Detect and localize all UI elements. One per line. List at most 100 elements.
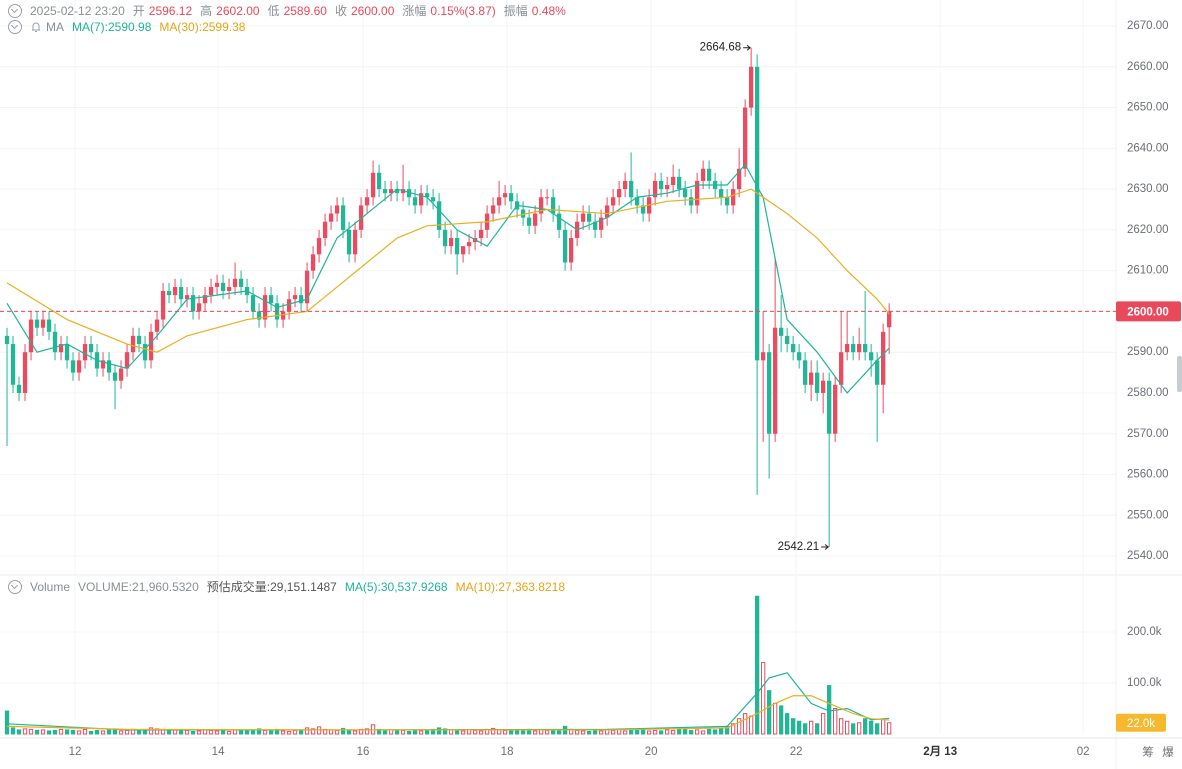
candle-body [544, 197, 550, 199]
candle-body [88, 344, 94, 353]
candle-body [875, 360, 880, 385]
volume-bar [875, 723, 880, 735]
candle-body [382, 189, 388, 194]
candle-body [628, 180, 634, 198]
ma-line [7, 695, 890, 731]
candle-body [640, 205, 646, 214]
candle-body [784, 335, 790, 345]
candle-body [664, 185, 670, 190]
volume-bar [268, 730, 274, 735]
volume-bar [382, 729, 388, 735]
volume-bar [34, 729, 40, 735]
value: 2602.00 [216, 3, 260, 18]
label: 高 [200, 4, 213, 18]
candle-body [250, 295, 256, 312]
volume-bar [574, 729, 580, 735]
volume-bar [844, 720, 850, 735]
volume-value: VOLUME:21,960.5320 [78, 579, 199, 594]
volume-bar [784, 713, 790, 735]
volume-bar [598, 730, 604, 735]
volume-bar [496, 729, 502, 735]
candle-body [610, 197, 616, 206]
y-tick-label: 2640.00 [1127, 142, 1169, 154]
candle-body [887, 311, 892, 328]
bell-icon[interactable] [30, 21, 42, 33]
candle-body [454, 238, 460, 255]
label: 开 [132, 4, 145, 18]
candle-body [232, 278, 238, 287]
candle-body [598, 217, 604, 230]
value: 2596.12 [148, 3, 193, 18]
candle-body [142, 344, 148, 361]
candle-body [100, 360, 106, 369]
volume-bar [766, 690, 772, 735]
candle-body [364, 197, 370, 206]
label: 涨幅 [402, 4, 427, 18]
candle-body [466, 242, 472, 247]
y-tick-label: 2620.00 [1127, 224, 1169, 236]
candle-body [688, 197, 694, 206]
candle-body [808, 372, 814, 385]
volume-bar [736, 718, 742, 735]
candle-body [388, 189, 394, 194]
candle-body [568, 238, 574, 263]
candle-body [406, 189, 412, 198]
candle-body [130, 335, 136, 353]
volume-bar [592, 729, 598, 735]
y-tick-label: 2550.00 [1127, 509, 1169, 521]
candle-body [172, 286, 178, 296]
candle-body [418, 193, 424, 206]
corner-left[interactable]: 筹 [1142, 745, 1154, 759]
ma10-value: MA(10):27,363.8218 [455, 579, 565, 594]
candle-body [10, 344, 16, 385]
volume-bar [460, 730, 466, 735]
volume-bar [226, 730, 232, 735]
candle-body [394, 189, 400, 194]
volume-bar [472, 729, 478, 735]
candle-body [154, 319, 160, 332]
candle-body [724, 197, 730, 206]
candle-body [346, 229, 352, 255]
collapse-icon[interactable] [8, 20, 22, 34]
scroll-handle[interactable] [1177, 356, 1182, 392]
volume-bar [478, 730, 484, 735]
volume-bar [100, 730, 106, 735]
volume-bar [760, 662, 766, 735]
candle-body [850, 344, 856, 353]
volume-bar [178, 730, 184, 735]
volume-bar [556, 729, 562, 735]
volume-bar [304, 727, 310, 735]
candle-body [496, 197, 502, 206]
volume-bar [16, 729, 22, 735]
candle-body [556, 213, 562, 230]
volume-bar [4, 710, 10, 735]
candle-body [881, 331, 886, 385]
corner-right[interactable]: 爆 [1162, 745, 1174, 759]
volume-bar [82, 728, 88, 735]
collapse-icon[interactable] [8, 579, 22, 594]
candle-body [622, 180, 628, 190]
volume-bar [712, 729, 718, 735]
volume-bar [172, 729, 178, 735]
volume-bar [298, 729, 304, 735]
volume-bar [688, 729, 694, 735]
collapse-icon[interactable] [8, 3, 22, 18]
candle-body [538, 197, 544, 214]
volume-bar [754, 595, 760, 735]
volume-bar [202, 729, 208, 735]
volume-bar [10, 727, 16, 735]
candle-body [196, 303, 202, 312]
volume-bar [862, 718, 868, 735]
volume-bar [166, 729, 172, 735]
value: 0.15%(3.87) [430, 3, 496, 18]
volume-bar [802, 723, 808, 735]
volume-bar [490, 727, 496, 735]
volume-bar [424, 729, 430, 735]
volume-bar [58, 728, 64, 735]
candle-body [682, 189, 688, 198]
ma7-value: MA(7):2590.98 [72, 20, 152, 34]
label: 振幅 [503, 4, 528, 18]
volume-bar [664, 729, 670, 735]
candle-body [214, 282, 220, 287]
